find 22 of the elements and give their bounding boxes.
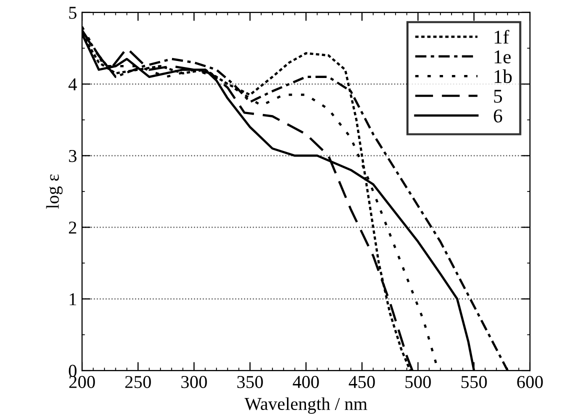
legend-label: 5 <box>494 90 502 103</box>
x-tick-label: 450 <box>348 376 375 388</box>
y-tick-label: 0 <box>68 364 77 377</box>
x-tick-label: 400 <box>292 376 319 388</box>
x-tick-label: 500 <box>405 376 431 388</box>
x-tick-label: 200 <box>69 376 95 388</box>
x-tick-label: 550 <box>461 376 487 388</box>
y-tick-label: 2 <box>68 222 76 234</box>
y-tick-label: 3 <box>69 150 76 162</box>
legend-label: 1b <box>494 69 512 84</box>
y-tick-label: 5 <box>69 6 76 19</box>
y-tick-label: 1 <box>70 293 76 306</box>
legend-label: 1f <box>494 30 510 44</box>
legend-label: 6 <box>494 109 502 123</box>
legend-label: 1e <box>494 50 511 64</box>
y-tick-label: 4 <box>68 78 77 90</box>
x-tick-label: 350 <box>237 376 263 388</box>
x-tick-label: 250 <box>125 376 151 388</box>
y-axis-title: log ε <box>46 174 63 209</box>
x-tick-label: 600 <box>517 376 543 388</box>
x-tick-label: 300 <box>181 376 207 388</box>
x-axis-title: Wavelength / nm <box>244 397 368 414</box>
